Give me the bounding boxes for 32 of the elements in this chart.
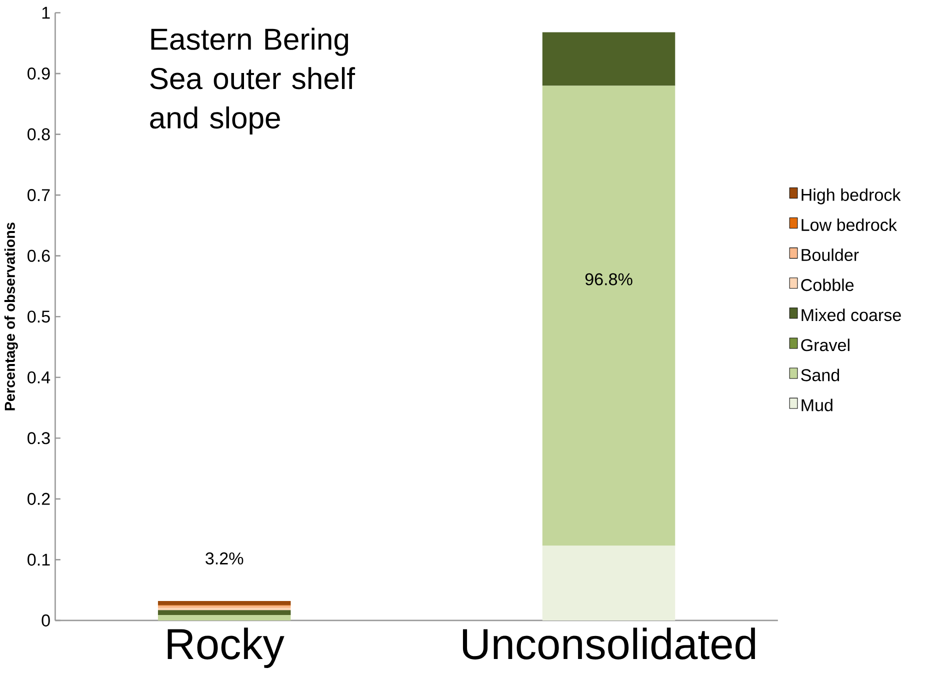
y-tick-label: 0.2: [28, 492, 50, 505]
y-tick-label: 0: [42, 614, 50, 626]
y-tick-label: 0.5: [28, 310, 50, 323]
legend-label: Gravel: [801, 338, 850, 352]
y-tick-label: 0.3: [28, 432, 50, 444]
x-tick-label: Unconsolidated: [462, 628, 756, 660]
y-tick-label: 0.7: [28, 188, 50, 201]
y-tick-label: 0.9: [28, 67, 50, 80]
bar: [542, 86, 676, 546]
bar: [158, 610, 291, 615]
y-tick-label: 0.4: [28, 371, 50, 384]
bar: [158, 614, 291, 620]
y-axis-title: Percentage of observations: [4, 222, 18, 410]
y-tick-label: 0.1: [28, 554, 50, 566]
legend-label: Cobble: [801, 278, 854, 291]
y-tick-label: 0.6: [28, 250, 50, 262]
legend-label: High bedrock: [802, 188, 901, 204]
legend-label: Mixed coarse: [802, 308, 901, 322]
text: Eastern Bering Sea outer shelf and slope: [150, 28, 356, 134]
x-tick-label: Rocky: [168, 628, 284, 668]
y-tick-label: 0.8: [28, 128, 50, 140]
bar: [158, 600, 291, 606]
legend-label: Low bedrock: [802, 218, 897, 231]
legend-label: Boulder: [802, 248, 859, 261]
legend-label: Sand: [801, 368, 840, 382]
total-label: 3.2%: [206, 552, 244, 564]
total-label: 96.8%: [585, 273, 632, 286]
y-tick-label: 1: [42, 6, 50, 19]
legend-label: Mud: [802, 398, 832, 412]
bar: [158, 606, 291, 608]
bar: [542, 32, 676, 86]
bar: [542, 546, 676, 620]
